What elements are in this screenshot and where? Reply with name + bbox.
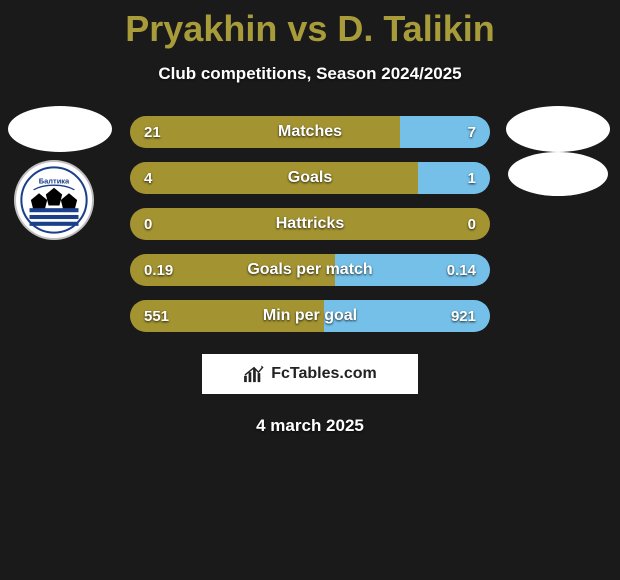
stat-value-left: 0 xyxy=(144,208,152,240)
stat-value-left: 21 xyxy=(144,116,161,148)
player-right-avatar-placeholder xyxy=(506,106,610,152)
snapshot-date: 4 march 2025 xyxy=(0,416,620,436)
stat-value-right: 7 xyxy=(468,116,476,148)
stat-bars-container: Matches217Goals41Hattricks00Goals per ma… xyxy=(130,116,490,332)
page-subtitle: Club competitions, Season 2024/2025 xyxy=(0,64,620,84)
stat-row: Goals per match0.190.14 xyxy=(130,254,490,286)
stat-bar-left xyxy=(130,116,400,148)
stat-bar-right xyxy=(418,162,490,194)
stat-row: Min per goal551921 xyxy=(130,300,490,332)
stat-value-right: 0 xyxy=(468,208,476,240)
player-right-avatar-placeholder-2 xyxy=(508,152,608,196)
stat-value-left: 551 xyxy=(144,300,169,332)
chart-icon xyxy=(243,365,265,383)
stat-value-left: 0.19 xyxy=(144,254,173,286)
stat-row: Hattricks00 xyxy=(130,208,490,240)
stat-value-right: 0.14 xyxy=(447,254,476,286)
stat-row: Matches217 xyxy=(130,116,490,148)
club-badge-baltika: Балтика xyxy=(14,160,94,240)
comparison-panel: Балтика Matches217Goals41Hattricks00Goal… xyxy=(0,116,620,436)
stat-bar-left xyxy=(130,162,418,194)
stat-bar-right xyxy=(400,116,490,148)
svg-text:Балтика: Балтика xyxy=(39,177,70,186)
stat-value-right: 921 xyxy=(451,300,476,332)
club-badge-svg: Балтика xyxy=(20,166,88,234)
watermark-text: FcTables.com xyxy=(271,365,377,383)
page-title: Pryakhin vs D. Talikin xyxy=(0,0,620,50)
stat-value-left: 4 xyxy=(144,162,152,194)
stat-row: Goals41 xyxy=(130,162,490,194)
stat-bar-left xyxy=(130,208,490,240)
watermark-fctables[interactable]: FcTables.com xyxy=(202,354,418,394)
stat-value-right: 1 xyxy=(468,162,476,194)
player-left-avatar-placeholder xyxy=(8,106,112,152)
